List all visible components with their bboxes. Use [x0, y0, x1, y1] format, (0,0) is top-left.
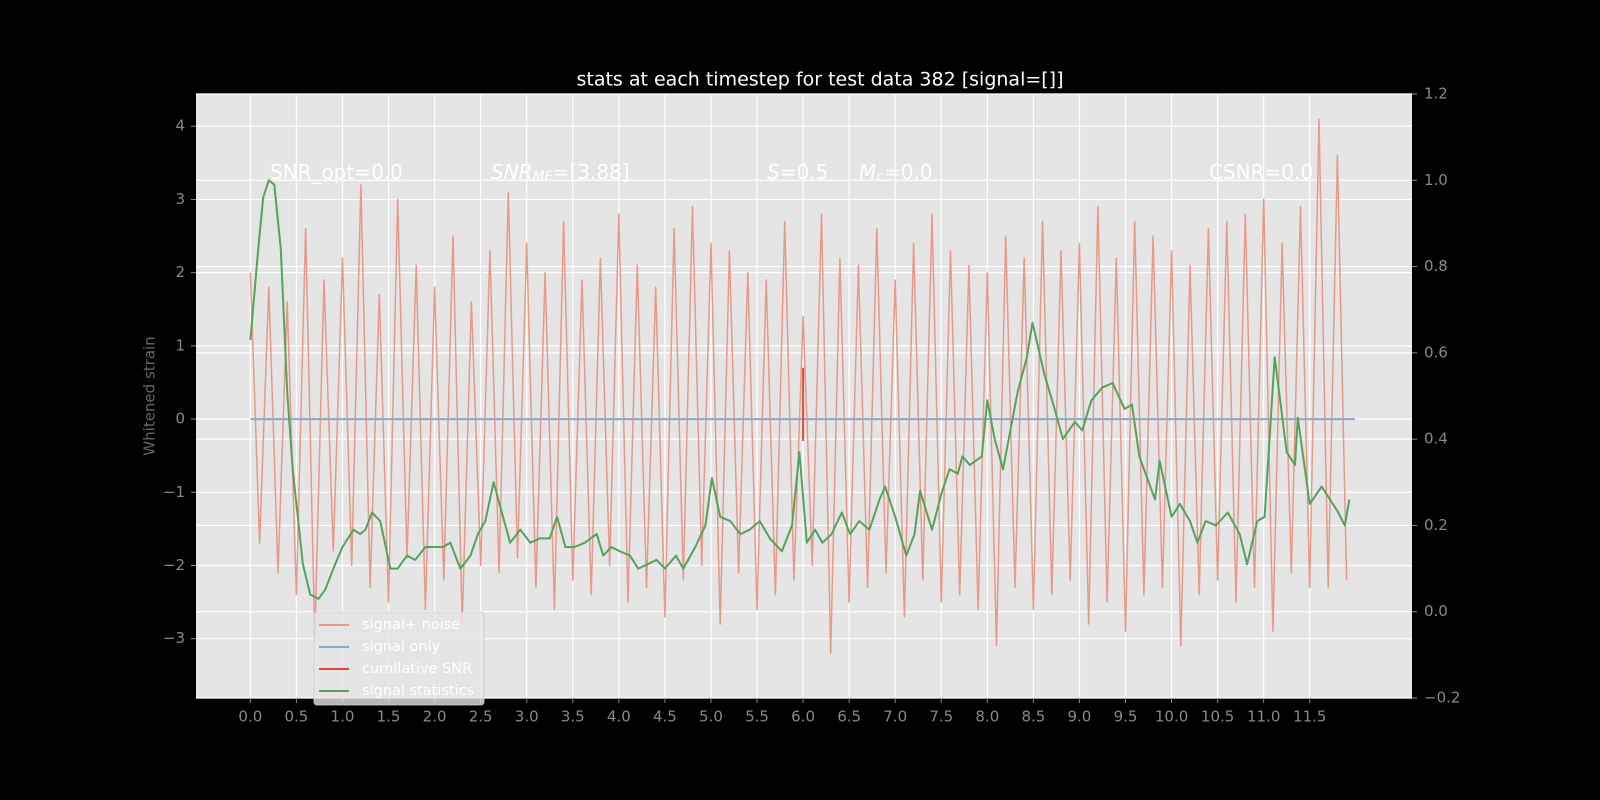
annotation-subscript: MF — [533, 169, 554, 185]
y-tick-label: 4 — [175, 117, 185, 135]
y-tick-label: 0 — [175, 410, 185, 428]
x-tick-label: 4.5 — [653, 708, 677, 726]
legend: signal+ noise signal only cumilative SNR si… — [313, 611, 485, 706]
annotation: SNRMF=[3.88] — [491, 160, 630, 186]
x-tick-label: 6.5 — [837, 708, 861, 726]
annotation-text: SNR_opt=0.0 — [270, 160, 403, 184]
legend-label: signal+ noise — [362, 617, 460, 633]
y2-tick-label: 1.0 — [1424, 171, 1448, 189]
y2-tick-label: 0.4 — [1424, 430, 1448, 448]
y2-tick-label: 0.2 — [1424, 516, 1448, 534]
annotation-subscript: c — [876, 169, 884, 185]
annotation-text: =[3.88] — [553, 160, 630, 184]
x-tick-label: 3.0 — [515, 708, 539, 726]
x-tick-label: 11.0 — [1247, 708, 1280, 726]
y-tick-label: −2 — [163, 556, 185, 574]
x-tick-label: 11.5 — [1293, 708, 1326, 726]
x-tick-label: 2.5 — [469, 708, 493, 726]
grid — [196, 93, 1412, 699]
series-line — [249, 179, 1351, 600]
x-tick-label: 7.0 — [883, 708, 907, 726]
y2-tick-label: −0.2 — [1424, 689, 1460, 707]
annotation-symbol: S — [767, 160, 780, 184]
y2-tick-label: 0.6 — [1424, 343, 1448, 361]
axes: 0.0 0.5 1.0 1.5 2.0 2.5 3.0 3.5 4.0 4.5 5.0 5.5 6.0 6… — [163, 85, 1461, 726]
annotation-text: CSNR=0.0 — [1209, 160, 1313, 184]
x-tick-label: 2.0 — [423, 708, 447, 726]
x-tick-label: 4.0 — [607, 708, 631, 726]
legend-label: cumilative SNR — [362, 661, 472, 677]
x-tick-label: 6.0 — [791, 708, 815, 726]
x-tick-label: 7.5 — [929, 708, 953, 726]
x-tick-label: 10.5 — [1201, 708, 1234, 726]
x-tick-label: 9.5 — [1114, 708, 1138, 726]
x-tick-label: 10.0 — [1155, 708, 1188, 726]
plot-lines — [249, 118, 1355, 655]
legend-label: signal statistics — [362, 683, 474, 699]
y-tick-label: 2 — [175, 263, 185, 281]
x-tick-label: 1.5 — [377, 708, 401, 726]
annotation: Mc=0.0 — [859, 160, 933, 186]
y2-tick-label: 1.2 — [1424, 85, 1448, 103]
legend-label: signal only — [362, 639, 441, 655]
x-tick-label: 9.0 — [1068, 708, 1092, 726]
annotation-text: =0.0 — [884, 160, 933, 184]
y-tick-label: 3 — [175, 190, 185, 208]
y-tick-label: −3 — [163, 629, 185, 647]
annotation: S=0.5 — [767, 160, 828, 184]
x-tick-label: 8.0 — [975, 708, 999, 726]
x-tick-label: 5.5 — [745, 708, 769, 726]
x-tick-label: 0.0 — [238, 708, 262, 726]
y-axis-label: Whitened strain — [141, 336, 159, 455]
x-tick-label: 0.5 — [284, 708, 308, 726]
annotation-symbol: SNR — [491, 160, 533, 184]
y-tick-label: 1 — [175, 336, 185, 354]
y-tick-label: −1 — [163, 483, 185, 501]
annotation-symbol: M — [859, 160, 876, 184]
x-tick-label: 3.5 — [561, 708, 585, 726]
annotation-text: =0.5 — [780, 160, 829, 184]
y2-tick-label: 0.0 — [1424, 602, 1448, 620]
chart-title: stats at each timestep for test data 382… — [576, 69, 1063, 91]
legend-box — [313, 611, 485, 706]
y2-tick-label: 0.8 — [1424, 257, 1448, 275]
x-tick-label: 1.0 — [331, 708, 355, 726]
annotation: CSNR=0.0 — [1209, 160, 1313, 184]
x-tick-label: 5.0 — [699, 708, 723, 726]
series-line — [249, 118, 1348, 655]
annotation: SNR_opt=0.0 — [270, 160, 403, 184]
x-tick-label: 8.5 — [1021, 708, 1045, 726]
annotations: SNR_opt=0.0 SNRMF=[3.88] S=0.5 Mc=0.0 CSNR=0… — [270, 160, 1313, 186]
